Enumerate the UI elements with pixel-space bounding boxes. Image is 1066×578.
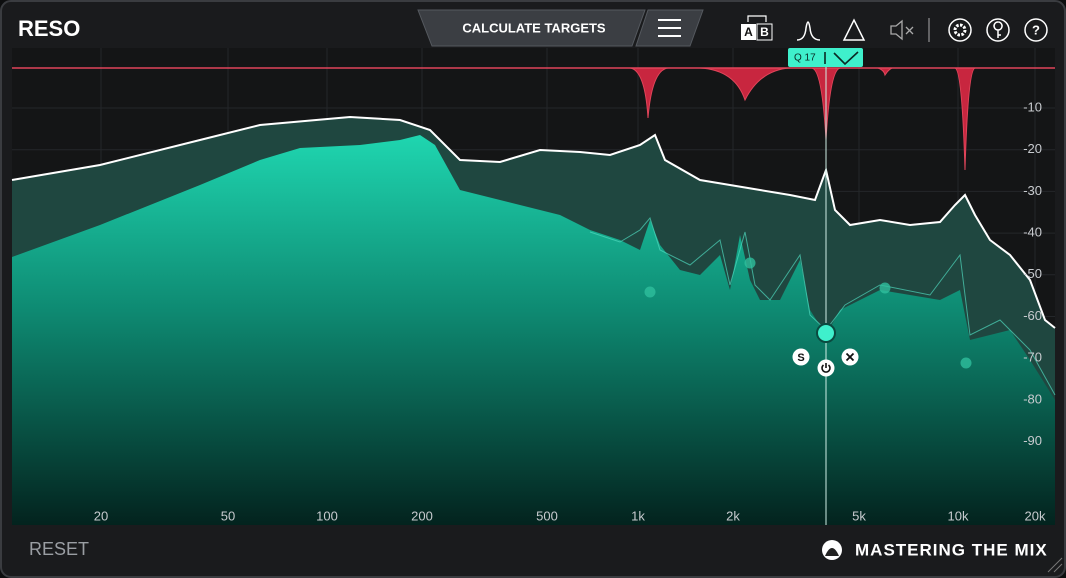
level-label: -60 bbox=[1023, 308, 1042, 323]
node-controls: S bbox=[792, 348, 859, 377]
band-node[interactable] bbox=[960, 357, 972, 369]
plugin-title: RESO bbox=[18, 16, 80, 41]
level-axis: -10 -20 -30 -40 -50 -60 -70 -80 -90 bbox=[1023, 99, 1042, 448]
band-tag[interactable]: Q 17 bbox=[788, 48, 863, 67]
solo-label: S bbox=[797, 352, 804, 364]
level-label: -90 bbox=[1023, 433, 1042, 448]
ab-a: A bbox=[744, 25, 753, 39]
solo-button[interactable] bbox=[792, 348, 810, 366]
frequency-label: 20 bbox=[94, 508, 108, 523]
band-node[interactable] bbox=[744, 257, 756, 269]
frequency-label: 20k bbox=[1025, 508, 1046, 523]
help-label: ? bbox=[1032, 22, 1040, 37]
ab-b: B bbox=[760, 25, 769, 39]
target-curve bbox=[589, 216, 1056, 396]
level-label: -80 bbox=[1023, 391, 1042, 406]
power-icon bbox=[821, 363, 831, 373]
band-node[interactable] bbox=[644, 286, 656, 298]
spectrum-fill bbox=[12, 135, 1055, 525]
ab-b-box[interactable] bbox=[756, 23, 773, 41]
brand-logo-mark bbox=[825, 548, 839, 556]
settings-button[interactable] bbox=[948, 18, 972, 42]
band-tag-label: Q 17 bbox=[794, 53, 816, 64]
notch-icon bbox=[824, 51, 859, 66]
selected-band-node[interactable] bbox=[816, 323, 836, 343]
frequency-label: 100 bbox=[316, 508, 338, 523]
calculate-button[interactable] bbox=[417, 9, 646, 47]
bell-icon[interactable] bbox=[796, 21, 821, 41]
menu-icon bbox=[658, 19, 681, 37]
level-label: -10 bbox=[1023, 99, 1042, 114]
mute-icon[interactable] bbox=[890, 19, 914, 41]
level-label: -40 bbox=[1023, 225, 1042, 240]
peak-spectrum-line bbox=[11, 115, 1056, 329]
ab-arrow bbox=[747, 15, 767, 22]
level-label: -20 bbox=[1023, 141, 1042, 156]
level-label: -70 bbox=[1023, 350, 1042, 365]
help-button[interactable] bbox=[1024, 18, 1048, 42]
key-icon bbox=[993, 21, 1003, 38]
band-node[interactable] bbox=[879, 282, 891, 294]
frequency-label: 10k bbox=[948, 508, 969, 523]
delta-icon[interactable] bbox=[842, 18, 866, 41]
resize-grip[interactable] bbox=[1047, 557, 1063, 573]
resonance-reduction bbox=[12, 67, 1055, 171]
ab-a-box[interactable] bbox=[741, 24, 756, 40]
frequency-axis: 20 50 100 200 500 1k 2k 5k 10k 20k bbox=[94, 508, 1046, 523]
close-icon bbox=[845, 352, 855, 362]
frequency-label: 500 bbox=[536, 508, 558, 523]
gear-icon bbox=[953, 23, 967, 37]
brand-name: MASTERING THE MIX bbox=[855, 540, 1048, 559]
band-nodes[interactable] bbox=[644, 257, 972, 369]
reset-button[interactable]: RESET bbox=[29, 539, 89, 559]
frequency-label: 5k bbox=[852, 508, 866, 523]
level-label: -30 bbox=[1023, 183, 1042, 198]
key-button[interactable] bbox=[986, 18, 1010, 42]
frequency-label: 200 bbox=[411, 508, 433, 523]
frequency-label: 50 bbox=[221, 508, 235, 523]
calculate-label: CALCULATE TARGETS bbox=[462, 20, 606, 35]
level-label: -50 bbox=[1023, 266, 1042, 281]
toolbar: A B ? bbox=[741, 15, 1048, 42]
frequency-label: 1k bbox=[631, 508, 645, 523]
frequency-label: 2k bbox=[726, 508, 740, 523]
